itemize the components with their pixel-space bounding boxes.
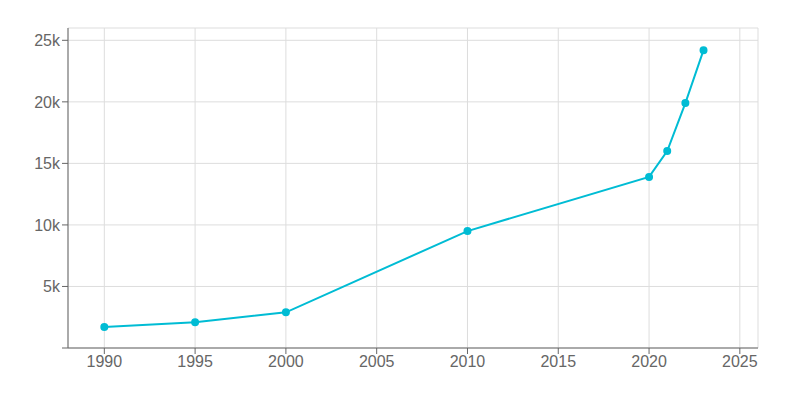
svg-text:2025: 2025 [722, 353, 758, 370]
svg-text:2015: 2015 [540, 353, 576, 370]
svg-text:20k: 20k [34, 94, 61, 111]
svg-text:10k: 10k [34, 217, 61, 234]
svg-text:5k: 5k [43, 278, 61, 295]
svg-text:2020: 2020 [631, 353, 667, 370]
svg-text:1995: 1995 [177, 353, 213, 370]
svg-text:1990: 1990 [87, 353, 123, 370]
svg-text:2010: 2010 [450, 353, 486, 370]
svg-text:15k: 15k [34, 155, 61, 172]
svg-text:25k: 25k [34, 32, 61, 49]
svg-text:2000: 2000 [268, 353, 304, 370]
svg-text:2005: 2005 [359, 353, 395, 370]
